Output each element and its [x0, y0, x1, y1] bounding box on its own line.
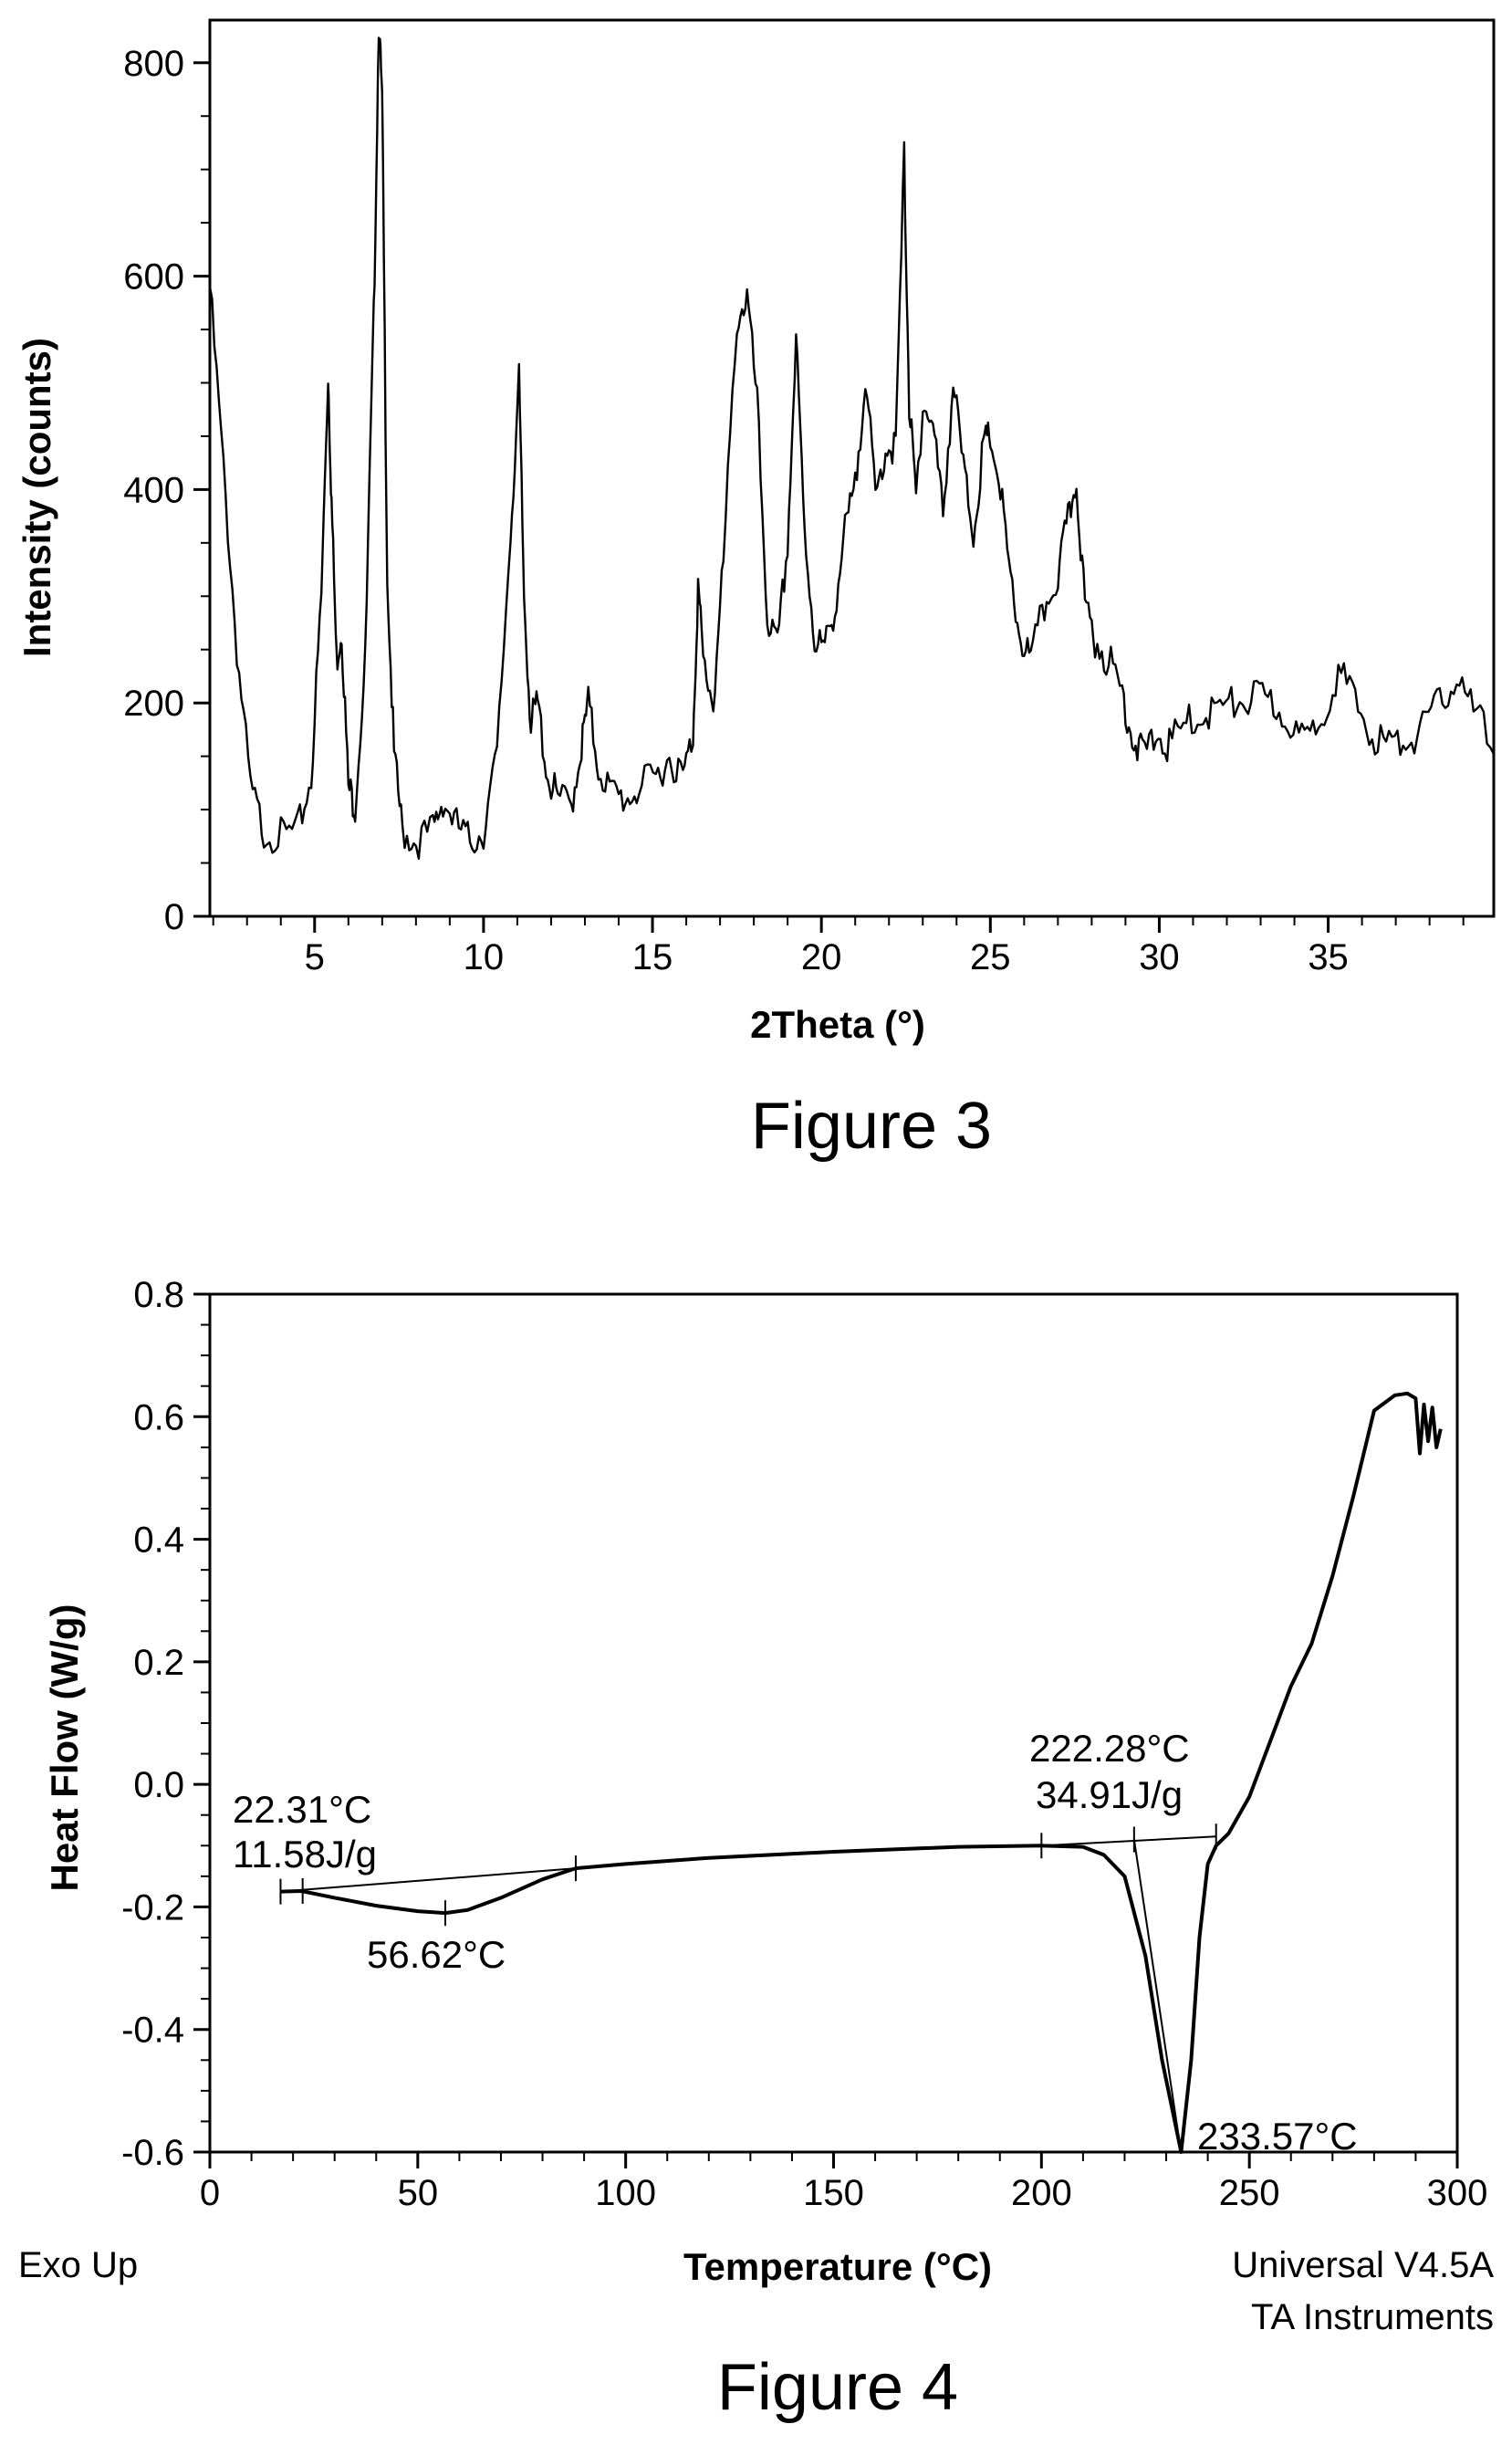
dsc-y-tick-label: 0.4 [133, 1520, 184, 1561]
dsc-y-tick-label: -0.4 [121, 2011, 184, 2051]
dsc-x-tick-label: 50 [398, 2173, 439, 2213]
dsc-data-series [280, 1391, 1443, 2154]
dsc-y-tick-label: 0.2 [133, 1643, 184, 1683]
dsc-y-tick-label: 0.8 [133, 1275, 184, 1315]
chart-figure-3: 5 10 15 20 25 30 35 0 200 400 600 800 2Theta (°) In… [16, 18, 1496, 1163]
annotation-peak-2-temp: 233.57°C [1197, 2115, 1358, 2158]
xrpd-plot-area: 5 10 15 20 25 30 35 0 200 400 600 800 [123, 18, 1496, 977]
xrpd-x-tick-label: 10 [464, 937, 505, 977]
xrpd-data-series [208, 37, 1496, 861]
dsc-x-tick-label: 200 [1011, 2173, 1072, 2213]
figure-4-caption: Figure 4 [717, 2351, 958, 2424]
xrpd-y-tick-label: 0 [164, 897, 184, 937]
annotation-onset-1-temp: 22.31°C [233, 1788, 371, 1831]
dsc-x-tick-label: 300 [1427, 2173, 1488, 2213]
exo-up-label: Exo Up [18, 2245, 138, 2285]
xrpd-x-tick-label: 5 [305, 937, 325, 977]
dsc-x-tick-label: 150 [803, 2173, 864, 2213]
annotation-onset-2-temp: 222.28°C [1029, 1727, 1190, 1770]
software-version-label: Universal V4.5A [1232, 2245, 1494, 2285]
dsc-x-axis-title: Temperature (°C) [683, 2245, 992, 2288]
figure-3-caption: Figure 3 [751, 1090, 992, 1163]
dsc-plot-area: 0 50 100 150 200 250 300 -0.6 -0.4 -0.2 0.0 0.2 0.4 0… [121, 1275, 1487, 2213]
dsc-integration-construction [279, 1823, 1217, 2153]
annotation-enthalpy-1: 11.58J/g [233, 1833, 377, 1876]
xrpd-y-tick-label: 600 [123, 257, 184, 298]
xrpd-y-tick-label: 400 [123, 470, 184, 510]
dsc-y-axis-title: Heat Flow (W/g) [43, 1604, 86, 1892]
dsc-y-tick-label: -0.6 [121, 2133, 184, 2173]
xrpd-x-tick-label: 15 [632, 937, 673, 977]
dsc-y-tick-label: -0.2 [121, 1887, 184, 1928]
xrpd-y-tick-label: 800 [123, 44, 184, 84]
chart-figure-4: 0 50 100 150 200 250 300 -0.6 -0.4 -0.2 0.0 0.2 0.4 0… [18, 1275, 1494, 2424]
dsc-y-tick-label: 0.0 [133, 1765, 184, 1805]
xrpd-x-tick-label: 20 [801, 937, 842, 977]
annotation-enthalpy-2: 34.91J/g [1036, 1773, 1183, 1816]
dsc-y-tick-label: 0.6 [133, 1397, 184, 1437]
dsc-onset-tangent [1132, 1839, 1183, 2153]
xrpd-x-tick-label: 35 [1308, 937, 1349, 977]
dsc-baseline-1 [280, 1867, 577, 1893]
dsc-plot-frame [208, 1292, 1459, 2154]
dsc-x-tick-label: 0 [200, 2173, 220, 2213]
xrpd-x-axis-title: 2Theta (°) [750, 1003, 925, 1046]
xrpd-y-tick-label: 200 [123, 684, 184, 724]
xrpd-plot-frame [208, 18, 1496, 918]
dsc-baseline-2 [1041, 1835, 1216, 1847]
annotation-peak-1-temp: 56.62°C [367, 1933, 506, 1976]
xrpd-y-axis-title: Intensity (counts) [16, 338, 58, 657]
xrpd-x-tick-label: 25 [970, 937, 1011, 977]
instrument-vendor-label: TA Instruments [1251, 2297, 1494, 2337]
xrpd-x-tick-label: 30 [1139, 937, 1180, 977]
dsc-x-tick-label: 250 [1219, 2173, 1280, 2213]
dsc-x-tick-label: 100 [595, 2173, 656, 2213]
